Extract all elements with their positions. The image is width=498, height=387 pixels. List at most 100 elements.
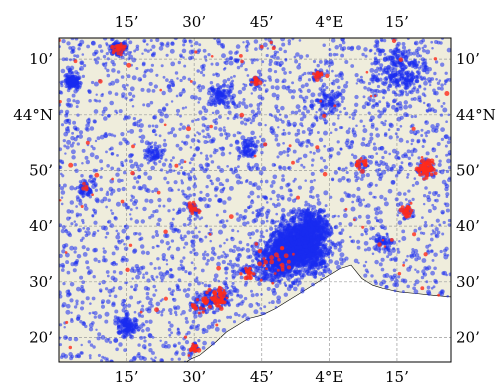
blue-point	[185, 332, 189, 336]
blue-point	[75, 105, 79, 109]
blue-point	[310, 123, 315, 129]
blue-point	[244, 122, 248, 126]
blue-point	[361, 137, 366, 141]
blue-point	[142, 323, 146, 327]
blue-point	[74, 168, 79, 173]
blue-point	[277, 226, 280, 230]
blue-point	[298, 54, 304, 59]
blue-point	[209, 80, 214, 85]
blue-point	[228, 185, 234, 191]
blue-point	[196, 323, 201, 327]
blue-point	[59, 355, 64, 359]
blue-point	[260, 150, 264, 155]
blue-point	[84, 155, 89, 160]
blue-point	[190, 243, 196, 248]
blue-point	[219, 146, 225, 152]
blue-point	[142, 38, 147, 43]
blue-point	[92, 275, 96, 279]
blue-point	[339, 257, 344, 262]
blue-point	[183, 39, 187, 43]
blue-point	[104, 311, 110, 317]
blue-point	[129, 128, 135, 134]
blue-point	[138, 135, 141, 139]
blue-point	[183, 234, 187, 239]
blue-point	[71, 141, 75, 145]
blue-point	[228, 248, 233, 253]
blue-point	[384, 119, 387, 123]
blue-point	[423, 223, 428, 228]
blue-point	[422, 138, 426, 142]
blue-point	[421, 144, 425, 149]
blue-point	[148, 81, 153, 86]
blue-point	[448, 176, 451, 180]
blue-point	[444, 186, 449, 192]
blue-point	[444, 246, 449, 251]
blue-point	[446, 253, 450, 257]
blue-point	[126, 74, 131, 79]
blue-point	[444, 182, 448, 187]
blue-point	[383, 226, 387, 231]
blue-point	[59, 165, 63, 170]
blue-point	[141, 275, 146, 280]
blue-point	[226, 164, 229, 168]
blue-point	[144, 320, 149, 324]
blue-point	[394, 154, 399, 160]
blue-point	[275, 94, 280, 98]
blue-point	[405, 92, 410, 97]
blue-point	[139, 163, 144, 168]
blue-point	[356, 245, 361, 250]
blue-point	[239, 64, 243, 68]
blue-point	[368, 139, 372, 144]
blue-point	[259, 230, 264, 235]
blue-point	[98, 44, 102, 49]
blue-point	[70, 45, 76, 51]
blue-point	[235, 246, 241, 252]
blue-point	[350, 140, 355, 144]
blue-point	[197, 96, 202, 101]
blue-point	[222, 200, 227, 205]
blue-point	[226, 262, 230, 266]
blue-point	[294, 138, 300, 144]
blue-point	[270, 263, 276, 269]
blue-point	[105, 51, 109, 56]
blue-point	[223, 252, 227, 256]
blue-point	[337, 167, 341, 171]
blue-point	[134, 283, 139, 288]
blue-point	[204, 235, 208, 239]
blue-point	[365, 173, 370, 178]
blue-point	[61, 57, 66, 62]
blue-point	[194, 326, 200, 331]
blue-point	[399, 124, 403, 128]
blue-point	[314, 249, 317, 253]
blue-point	[440, 62, 445, 67]
blue-point	[102, 255, 106, 259]
blue-point	[112, 62, 116, 67]
blue-point	[348, 144, 354, 149]
blue-point	[445, 195, 449, 199]
blue-point	[447, 152, 451, 156]
blue-point	[337, 85, 341, 90]
blue-point	[389, 258, 393, 262]
blue-point	[107, 113, 111, 118]
blue-point	[306, 88, 311, 93]
blue-point	[301, 130, 306, 134]
blue-point	[126, 130, 130, 133]
blue-point	[113, 216, 117, 220]
blue-point	[337, 247, 342, 253]
blue-point	[269, 226, 274, 231]
blue-point	[75, 302, 79, 306]
blue-point	[155, 233, 160, 238]
blue-point	[242, 221, 247, 227]
blue-point	[441, 232, 445, 236]
blue-point	[170, 80, 175, 85]
blue-point	[336, 140, 340, 144]
blue-point	[300, 84, 305, 89]
blue-point	[189, 326, 193, 330]
blue-point	[96, 56, 100, 60]
blue-point	[360, 232, 364, 237]
blue-point	[276, 155, 280, 159]
blue-point	[323, 269, 328, 274]
blue-point	[110, 166, 115, 171]
blue-point	[99, 187, 104, 192]
blue-point	[304, 200, 308, 204]
